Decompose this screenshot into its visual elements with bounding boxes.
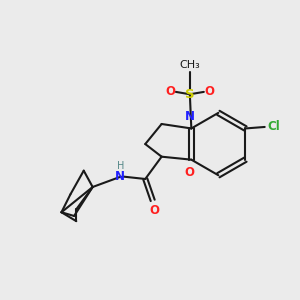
Text: CH₃: CH₃ <box>179 61 200 70</box>
Text: O: O <box>165 85 175 98</box>
Text: N: N <box>185 110 195 122</box>
Text: O: O <box>149 204 159 217</box>
Text: O: O <box>185 166 195 178</box>
Text: Cl: Cl <box>268 121 281 134</box>
Text: N: N <box>115 170 125 183</box>
Text: S: S <box>185 88 195 101</box>
Text: O: O <box>205 85 215 98</box>
Text: H: H <box>117 161 124 171</box>
